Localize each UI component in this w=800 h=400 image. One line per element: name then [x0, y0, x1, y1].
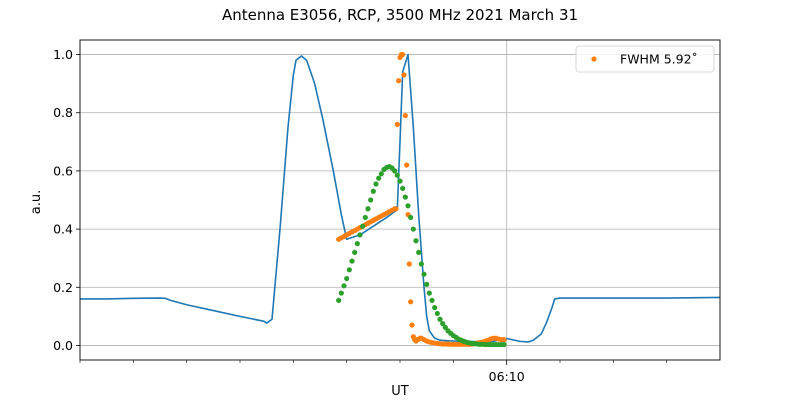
scatter-point — [501, 337, 507, 343]
scatter-point — [392, 168, 398, 174]
scatter-point — [360, 223, 366, 229]
scatter-point — [346, 267, 352, 273]
legend: FWHM 5.92˚ — [575, 45, 715, 73]
y-tick-label: 0.8 — [53, 105, 73, 120]
scatter-point — [354, 241, 360, 247]
scatter-point — [429, 297, 435, 303]
y-tick-label: 1.0 — [53, 47, 73, 62]
x-axis-label: UT — [391, 384, 409, 399]
scatter-point — [410, 226, 416, 232]
scatter-point — [402, 113, 408, 119]
y-tick-label: 0.2 — [53, 280, 73, 295]
scatter-point — [344, 275, 350, 282]
scatter-point — [352, 249, 358, 255]
scatter-point — [362, 214, 368, 221]
legend-label: FWHM 5.92˚ — [620, 52, 698, 67]
scatter-point — [341, 283, 347, 289]
scatter-point — [397, 178, 403, 184]
scatter-point — [434, 310, 440, 317]
scatter-point — [409, 322, 415, 328]
scatter-point — [413, 238, 419, 244]
scatter-point — [336, 297, 342, 303]
scatter-point — [365, 206, 371, 212]
scatter-point — [357, 232, 363, 238]
scatter-point — [393, 206, 399, 212]
scatter-point — [394, 121, 400, 127]
scatter-point — [405, 203, 411, 209]
scatter-point — [394, 172, 400, 178]
scatter-point — [400, 185, 406, 191]
legend-marker — [591, 56, 597, 62]
legend-box — [575, 45, 715, 73]
scatter-point — [501, 341, 507, 348]
y-tick-label: 0.0 — [53, 338, 73, 353]
scatter-point — [376, 175, 382, 181]
scatter-point — [338, 290, 344, 296]
scatter-point — [373, 181, 379, 187]
plot-area: 0.0 0.2 0.4 0.6 0.8 1.0 06:10 FWHM 5.92˚ — [53, 39, 721, 384]
scatter-point — [424, 281, 430, 287]
scatter-point — [368, 197, 374, 203]
scatter-series-2 — [336, 163, 507, 348]
chart-title: Antenna E3056, RCP, 3500 MHz 2021 March … — [222, 6, 578, 24]
scatter-point — [440, 321, 446, 327]
axes-frame — [79, 39, 721, 361]
scatter-point — [408, 299, 414, 305]
scatter-point — [416, 249, 422, 255]
scatter-point — [426, 290, 432, 296]
x-tick-label: 06:10 — [489, 369, 525, 384]
y-axis-label: a.u. — [29, 190, 44, 214]
scatter-point — [421, 271, 427, 277]
y-tick-label: 0.4 — [53, 222, 73, 237]
scatter-point — [400, 51, 406, 58]
scatter-point — [418, 261, 424, 267]
scatter-point — [396, 78, 402, 84]
scatter-point — [401, 72, 407, 78]
scatter-point — [408, 214, 414, 221]
scatter-point — [402, 194, 408, 200]
y-tick-label: 0.6 — [53, 163, 73, 178]
scatter-point — [378, 171, 384, 177]
scatter-point — [404, 162, 410, 168]
scatter-point — [432, 305, 438, 311]
scatter-point — [437, 316, 443, 322]
scatter-point — [406, 261, 412, 267]
scatter-point — [349, 258, 355, 264]
scatter-point — [370, 188, 376, 194]
